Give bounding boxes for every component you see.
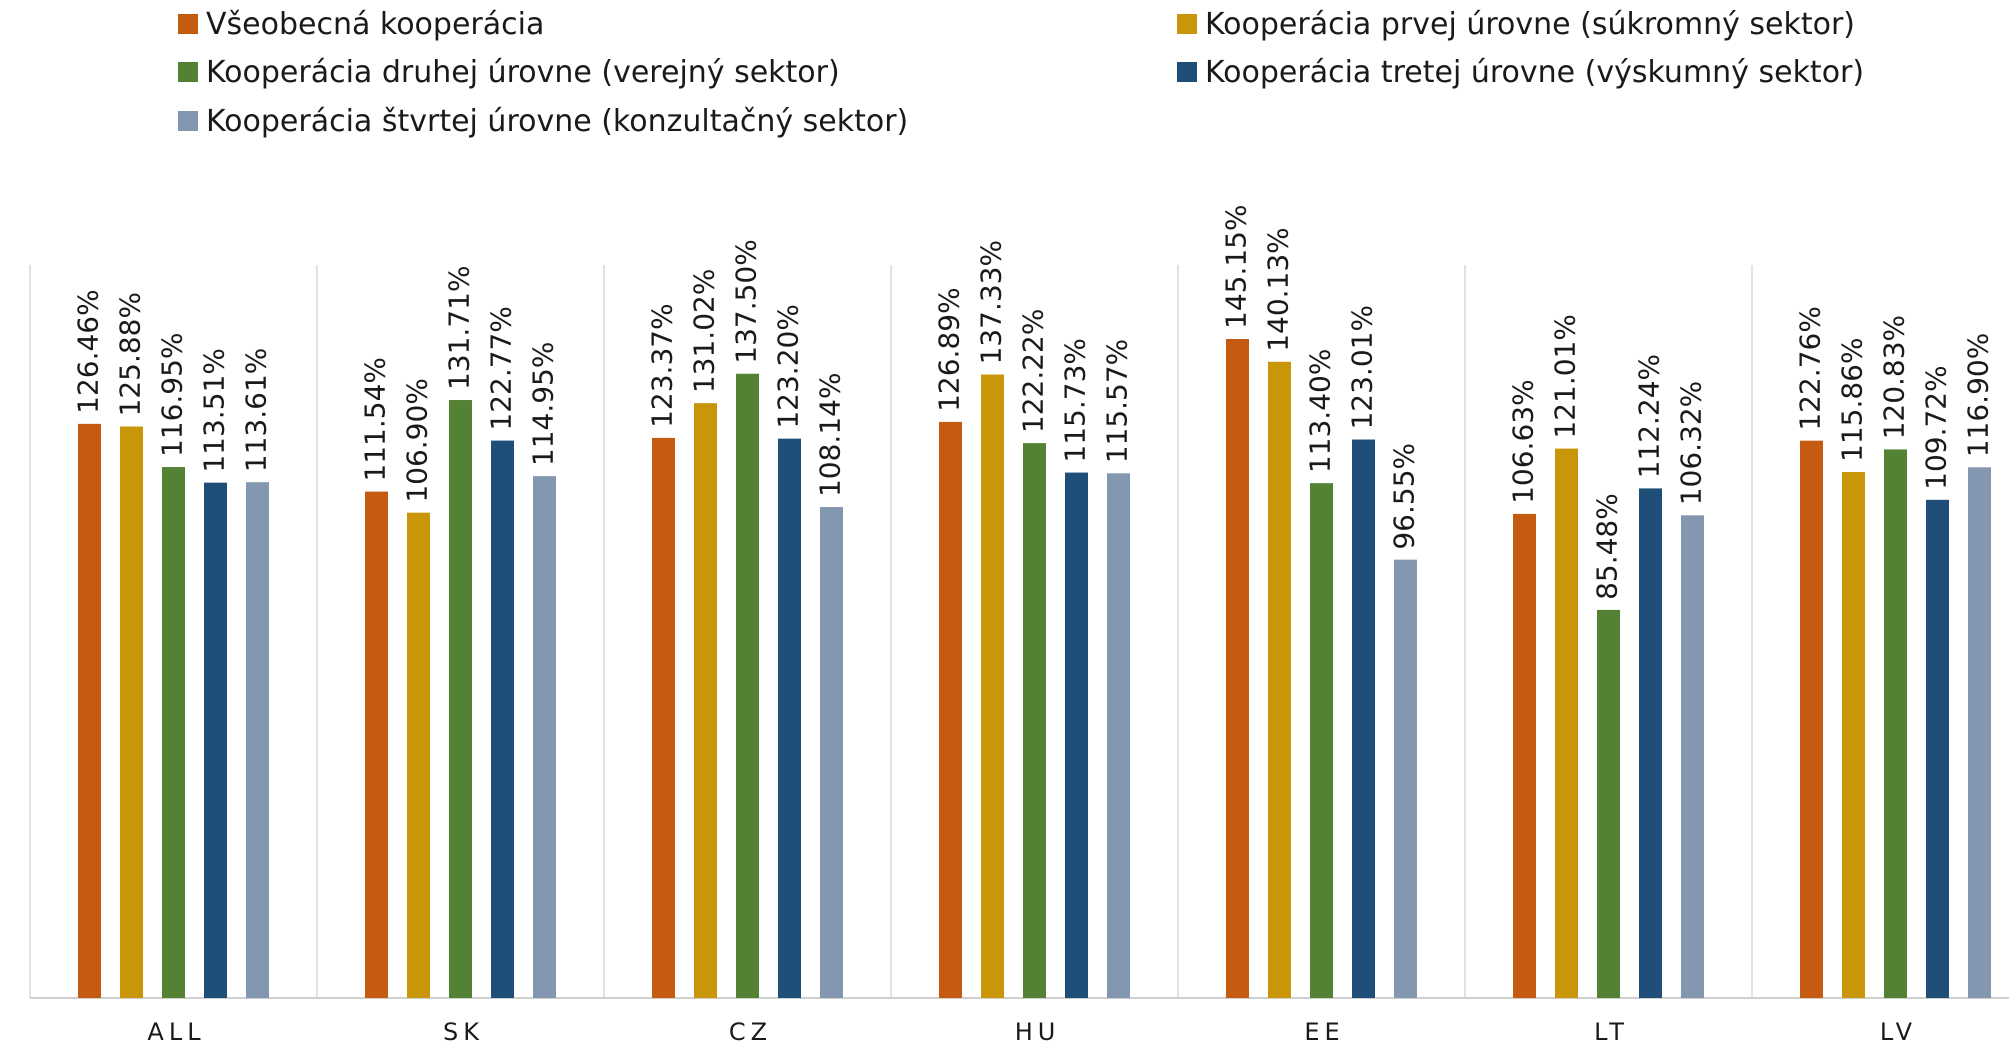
bar-sk-series-1	[365, 491, 388, 998]
data-label: 106.32%	[1675, 381, 1708, 506]
bar-cz-series-3	[736, 373, 759, 998]
data-label: 106.63%	[1507, 379, 1540, 504]
data-label: 115.57%	[1101, 339, 1134, 464]
data-label: 121.01%	[1549, 314, 1582, 439]
data-label: 125.88%	[114, 292, 147, 417]
bar-ee-series-4	[1352, 439, 1375, 998]
bar-hu-series-5	[1107, 473, 1130, 998]
legend-item-5: Kooperácia štvrtej úrovne (konzultačný s…	[178, 104, 908, 139]
bar-hu-series-4	[1065, 472, 1088, 998]
data-label: 123.01%	[1346, 305, 1379, 430]
data-label: 114.95%	[527, 342, 560, 467]
legend-swatch	[178, 62, 198, 82]
bar-cz-series-5	[820, 507, 843, 998]
data-label: 123.20%	[772, 304, 805, 429]
legend-item-2: Kooperácia prvej úrovne (súkromný sektor…	[1177, 7, 1855, 42]
x-tick-label-sk: SK	[443, 1018, 484, 1046]
data-label: 122.77%	[485, 306, 518, 431]
bar-hu-series-3	[1023, 443, 1046, 998]
bar-all-series-1	[78, 423, 101, 998]
legend-swatch	[178, 14, 198, 34]
bar-cz-series-2	[694, 403, 717, 998]
bars	[78, 339, 1991, 999]
data-label: 113.40%	[1304, 349, 1337, 474]
data-label: 126.46%	[72, 289, 105, 414]
bar-all-series-5	[246, 482, 269, 998]
data-label: 109.72%	[1920, 365, 1953, 490]
x-tick-label-lv: LV	[1880, 1018, 1917, 1046]
data-label: 122.22%	[1017, 309, 1050, 434]
legend-label: Kooperácia druhej úrovne (verejný sektor…	[206, 55, 840, 90]
data-label: 137.33%	[975, 240, 1008, 365]
data-label: 116.95%	[156, 332, 189, 457]
data-label: 126.89%	[933, 287, 966, 412]
legend-swatch	[178, 111, 198, 131]
x-tick-label-lt: LT	[1594, 1018, 1629, 1046]
data-label: 111.54%	[359, 357, 392, 482]
bar-lt-series-3	[1597, 609, 1620, 998]
legend-item-3: Kooperácia druhej úrovne (verejný sektor…	[178, 55, 840, 90]
data-label: 140.13%	[1262, 227, 1295, 352]
bar-lv-series-3	[1884, 449, 1907, 998]
bar-lt-series-4	[1639, 488, 1662, 998]
bar-hu-series-1	[939, 421, 962, 998]
bar-ee-series-2	[1268, 361, 1291, 998]
bar-cz-series-1	[652, 437, 675, 999]
data-label: 115.86%	[1836, 337, 1869, 462]
legend-label: Kooperácia štvrtej úrovne (konzultačný s…	[206, 104, 908, 139]
bar-all-series-3	[162, 467, 185, 998]
data-label: 108.14%	[814, 372, 847, 497]
data-label: 106.90%	[401, 378, 434, 503]
bar-lv-series-1	[1800, 440, 1823, 998]
legend-swatch	[1177, 14, 1197, 34]
bar-all-series-2	[120, 426, 143, 999]
legend-item-1: Všeobecná kooperácia	[178, 7, 544, 42]
bar-sk-series-5	[533, 476, 556, 998]
data-label: 131.71%	[443, 265, 476, 390]
legend-label: Kooperácia prvej úrovne (súkromný sektor…	[1205, 7, 1855, 42]
bar-sk-series-3	[449, 400, 472, 998]
data-label: 137.50%	[730, 239, 763, 364]
data-labels: 126.46% 125.88% 116.95% 113.51% 113.61% 111.5…	[72, 204, 1995, 599]
x-tick-label-all: ALL	[147, 1018, 205, 1046]
data-label: 116.90%	[1962, 333, 1995, 458]
data-label: 145.15%	[1220, 204, 1253, 329]
x-tick-label-cz: CZ	[729, 1018, 772, 1046]
x-tick-label-hu: HU	[1015, 1018, 1061, 1046]
data-label: 113.61%	[240, 348, 273, 473]
data-label: 131.02%	[688, 269, 721, 394]
data-label: 113.51%	[198, 348, 231, 473]
data-label: 115.73%	[1059, 338, 1092, 463]
bar-hu-series-2	[981, 374, 1004, 999]
category-separators	[29, 265, 1753, 998]
legend-item-4: Kooperácia tretej úrovne (výskumný sekto…	[1177, 55, 1864, 90]
bar-lt-series-2	[1555, 448, 1578, 998]
bar-sk-series-4	[491, 440, 514, 998]
data-label: 85.48%	[1591, 493, 1624, 600]
bar-lt-series-1	[1513, 513, 1536, 998]
legend-label: Všeobecná kooperácia	[206, 7, 544, 42]
data-label: 122.76%	[1794, 306, 1827, 431]
legend-swatch	[1177, 62, 1197, 82]
bar-lv-series-2	[1842, 471, 1865, 998]
x-tick-labels: ALL SK CZ HU EE LT LV	[147, 1018, 1917, 1046]
data-label: 120.83%	[1878, 315, 1911, 440]
bar-ee-series-5	[1394, 559, 1417, 998]
legend: Všeobecná kooperácia Kooperácia prvej úro…	[178, 7, 1864, 139]
bar-lv-series-4	[1926, 499, 1949, 998]
x-tick-label-ee: EE	[1304, 1018, 1344, 1046]
bar-ee-series-1	[1226, 339, 1249, 998]
bar-ee-series-3	[1310, 483, 1333, 998]
data-label: 123.37%	[646, 303, 679, 428]
data-label: 96.55%	[1388, 443, 1421, 550]
bar-sk-series-2	[407, 512, 430, 998]
bar-lt-series-5	[1681, 515, 1704, 998]
bar-all-series-4	[204, 482, 227, 998]
data-label: 112.24%	[1633, 354, 1666, 479]
bar-cz-series-4	[778, 438, 801, 998]
legend-label: Kooperácia tretej úrovne (výskumný sekto…	[1205, 55, 1864, 90]
bar-lv-series-5	[1968, 467, 1991, 999]
